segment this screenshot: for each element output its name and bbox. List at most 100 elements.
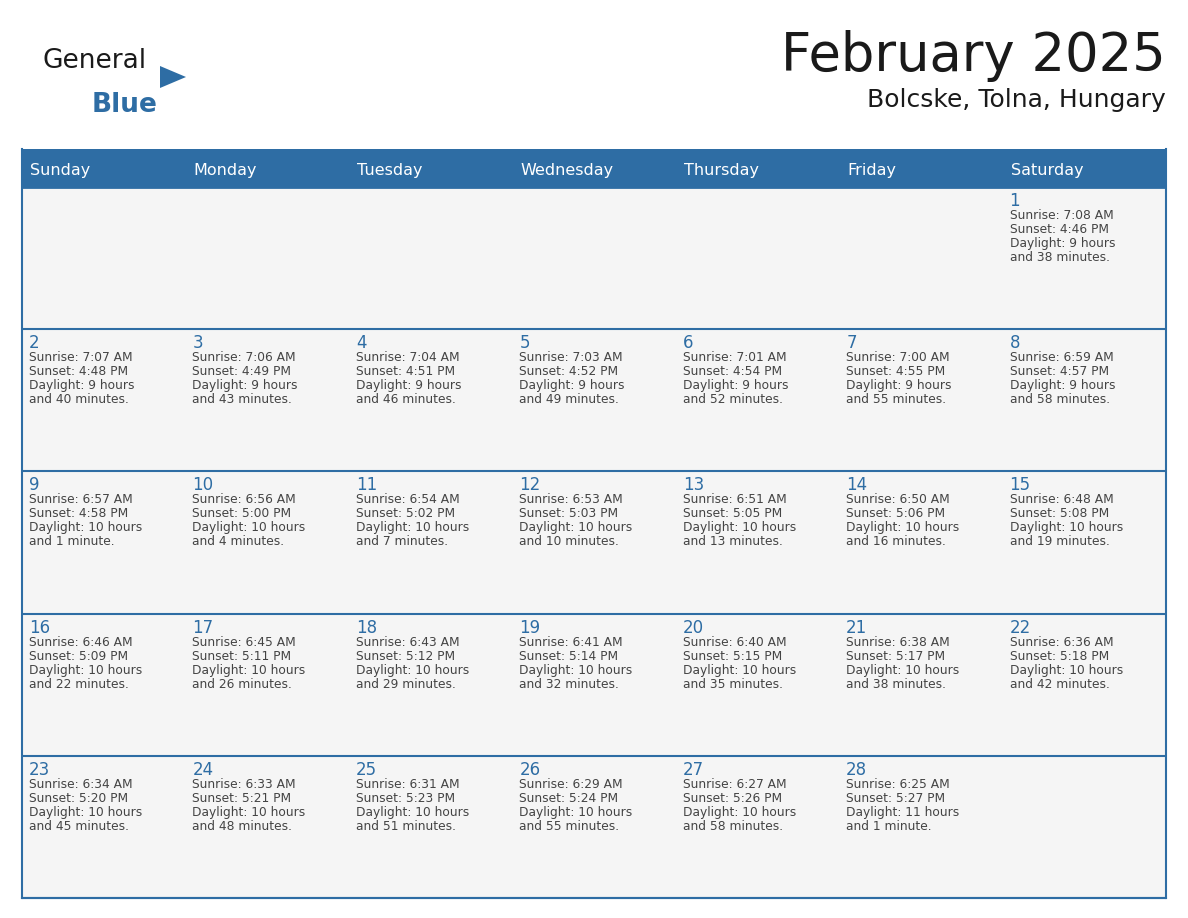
Text: February 2025: February 2025 xyxy=(782,30,1165,82)
Text: Sunrise: 7:03 AM: Sunrise: 7:03 AM xyxy=(519,352,623,364)
Text: and 45 minutes.: and 45 minutes. xyxy=(29,820,129,833)
Text: Sunrise: 6:51 AM: Sunrise: 6:51 AM xyxy=(683,493,786,507)
Text: Sunrise: 7:08 AM: Sunrise: 7:08 AM xyxy=(1010,209,1113,222)
Text: 12: 12 xyxy=(519,476,541,495)
Text: and 4 minutes.: and 4 minutes. xyxy=(192,535,285,548)
Text: Sunset: 4:52 PM: Sunset: 4:52 PM xyxy=(519,365,619,378)
Bar xyxy=(839,613,1003,756)
Text: Daylight: 10 hours: Daylight: 10 hours xyxy=(1010,664,1123,677)
Bar xyxy=(512,756,676,898)
Bar xyxy=(23,756,185,898)
Text: Sunrise: 6:34 AM: Sunrise: 6:34 AM xyxy=(29,778,133,790)
Text: Sunset: 5:08 PM: Sunset: 5:08 PM xyxy=(1010,508,1108,521)
Text: and 38 minutes.: and 38 minutes. xyxy=(1010,251,1110,264)
Polygon shape xyxy=(160,66,187,88)
Text: Sunrise: 7:00 AM: Sunrise: 7:00 AM xyxy=(846,352,949,364)
Text: Sunrise: 7:01 AM: Sunrise: 7:01 AM xyxy=(683,352,786,364)
Text: Daylight: 10 hours: Daylight: 10 hours xyxy=(356,521,469,534)
Text: Sunset: 5:20 PM: Sunset: 5:20 PM xyxy=(29,792,128,805)
Text: Sunrise: 6:25 AM: Sunrise: 6:25 AM xyxy=(846,778,950,790)
Text: Sunset: 5:26 PM: Sunset: 5:26 PM xyxy=(683,792,782,805)
Text: Daylight: 10 hours: Daylight: 10 hours xyxy=(356,806,469,819)
Bar xyxy=(676,472,839,613)
Bar xyxy=(839,472,1003,613)
Text: Sunrise: 6:41 AM: Sunrise: 6:41 AM xyxy=(519,635,623,649)
Text: 1: 1 xyxy=(1010,192,1020,210)
Text: Daylight: 9 hours: Daylight: 9 hours xyxy=(683,379,788,392)
Bar xyxy=(676,756,839,898)
Text: Tuesday: Tuesday xyxy=(356,162,423,177)
Text: Sunset: 4:54 PM: Sunset: 4:54 PM xyxy=(683,365,782,378)
Bar xyxy=(676,613,839,756)
Text: Bolcske, Tolna, Hungary: Bolcske, Tolna, Hungary xyxy=(867,88,1165,112)
Text: Sunset: 4:57 PM: Sunset: 4:57 PM xyxy=(1010,365,1108,378)
Text: and 32 minutes.: and 32 minutes. xyxy=(519,677,619,690)
Text: Daylight: 9 hours: Daylight: 9 hours xyxy=(1010,379,1116,392)
Bar xyxy=(349,187,512,330)
Bar xyxy=(1003,472,1165,613)
Bar xyxy=(185,472,349,613)
Bar xyxy=(23,330,185,472)
Text: Daylight: 9 hours: Daylight: 9 hours xyxy=(519,379,625,392)
Text: 21: 21 xyxy=(846,619,867,636)
Text: and 13 minutes.: and 13 minutes. xyxy=(683,535,783,548)
Text: Blue: Blue xyxy=(91,92,158,118)
Text: Sunset: 5:18 PM: Sunset: 5:18 PM xyxy=(1010,650,1108,663)
Text: Sunrise: 6:31 AM: Sunrise: 6:31 AM xyxy=(356,778,460,790)
Bar xyxy=(349,472,512,613)
Text: Sunrise: 6:46 AM: Sunrise: 6:46 AM xyxy=(29,635,133,649)
Text: 18: 18 xyxy=(356,619,377,636)
Text: 19: 19 xyxy=(519,619,541,636)
Text: and 58 minutes.: and 58 minutes. xyxy=(683,820,783,833)
Text: and 58 minutes.: and 58 minutes. xyxy=(1010,393,1110,406)
Text: 17: 17 xyxy=(192,619,214,636)
Bar xyxy=(676,187,839,330)
Bar xyxy=(185,756,349,898)
Text: Daylight: 9 hours: Daylight: 9 hours xyxy=(29,379,134,392)
Bar xyxy=(185,330,349,472)
Text: Sunset: 5:24 PM: Sunset: 5:24 PM xyxy=(519,792,619,805)
Text: 5: 5 xyxy=(519,334,530,353)
Bar xyxy=(839,756,1003,898)
Text: Sunrise: 6:57 AM: Sunrise: 6:57 AM xyxy=(29,493,133,507)
Text: Sunset: 5:05 PM: Sunset: 5:05 PM xyxy=(683,508,782,521)
Text: and 35 minutes.: and 35 minutes. xyxy=(683,677,783,690)
Text: 4: 4 xyxy=(356,334,366,353)
Text: and 55 minutes.: and 55 minutes. xyxy=(519,820,619,833)
Text: and 38 minutes.: and 38 minutes. xyxy=(846,677,946,690)
Text: 22: 22 xyxy=(1010,619,1031,636)
Text: Daylight: 10 hours: Daylight: 10 hours xyxy=(29,521,143,534)
Text: and 1 minute.: and 1 minute. xyxy=(29,535,114,548)
Bar xyxy=(23,472,185,613)
Text: and 42 minutes.: and 42 minutes. xyxy=(1010,677,1110,690)
Text: Sunrise: 6:33 AM: Sunrise: 6:33 AM xyxy=(192,778,296,790)
Text: Sunset: 5:23 PM: Sunset: 5:23 PM xyxy=(356,792,455,805)
Text: Sunset: 4:49 PM: Sunset: 4:49 PM xyxy=(192,365,291,378)
Text: 23: 23 xyxy=(29,761,50,778)
Text: Wednesday: Wednesday xyxy=(520,162,613,177)
Text: Sunset: 5:03 PM: Sunset: 5:03 PM xyxy=(519,508,619,521)
Text: Monday: Monday xyxy=(194,162,257,177)
Bar xyxy=(676,330,839,472)
Text: Sunrise: 6:50 AM: Sunrise: 6:50 AM xyxy=(846,493,950,507)
Text: Daylight: 10 hours: Daylight: 10 hours xyxy=(192,664,305,677)
Text: Daylight: 10 hours: Daylight: 10 hours xyxy=(192,806,305,819)
Bar xyxy=(512,472,676,613)
Text: Daylight: 10 hours: Daylight: 10 hours xyxy=(356,664,469,677)
Text: Daylight: 9 hours: Daylight: 9 hours xyxy=(1010,237,1116,250)
Text: Sunset: 4:46 PM: Sunset: 4:46 PM xyxy=(1010,223,1108,236)
Text: 24: 24 xyxy=(192,761,214,778)
Bar xyxy=(23,613,185,756)
Text: Sunrise: 6:53 AM: Sunrise: 6:53 AM xyxy=(519,493,623,507)
Bar xyxy=(839,330,1003,472)
Text: Daylight: 10 hours: Daylight: 10 hours xyxy=(519,806,632,819)
Text: Sunset: 5:06 PM: Sunset: 5:06 PM xyxy=(846,508,946,521)
Text: Daylight: 10 hours: Daylight: 10 hours xyxy=(29,806,143,819)
Text: Sunset: 4:48 PM: Sunset: 4:48 PM xyxy=(29,365,128,378)
Text: 13: 13 xyxy=(683,476,704,495)
Text: Daylight: 11 hours: Daylight: 11 hours xyxy=(846,806,960,819)
Text: 16: 16 xyxy=(29,619,50,636)
Text: Sunset: 4:58 PM: Sunset: 4:58 PM xyxy=(29,508,128,521)
Text: Sunset: 4:51 PM: Sunset: 4:51 PM xyxy=(356,365,455,378)
Text: Saturday: Saturday xyxy=(1011,162,1083,177)
